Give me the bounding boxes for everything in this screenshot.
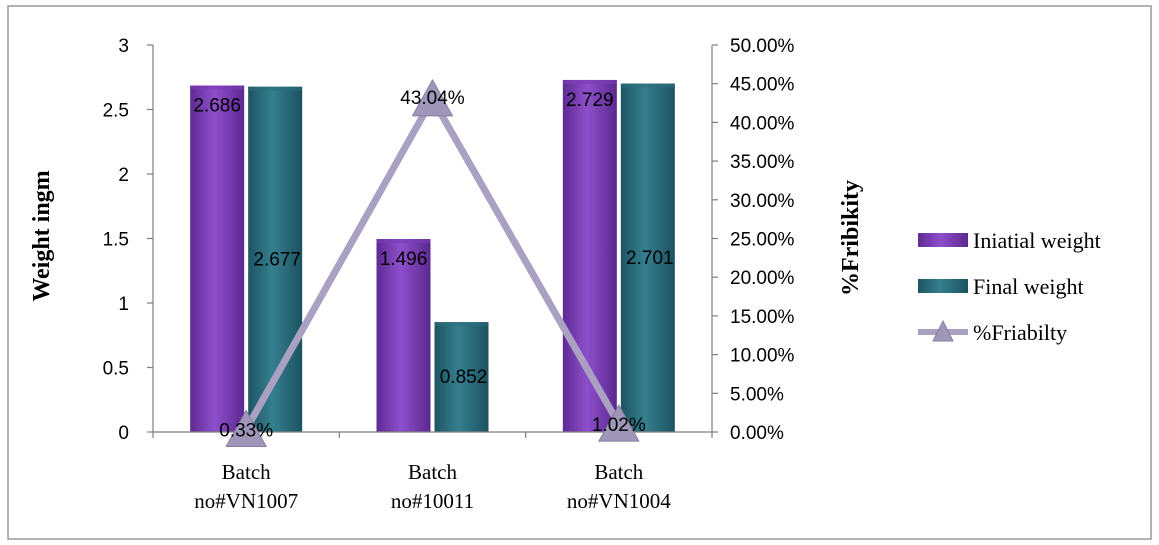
bar-value-label: 2.677 [253, 249, 301, 270]
bar [434, 322, 489, 432]
bar-value-label: 0.852 [440, 367, 488, 388]
line-marker [597, 404, 640, 442]
line-marker [225, 409, 268, 447]
legend-label: %Friabilty [973, 320, 1067, 345]
y2-tick-label: 10.00% [730, 346, 795, 367]
y2-tick-label: 45.00% [730, 75, 795, 96]
y-tick-label: 0 [118, 423, 129, 444]
x-tick-label: Batch no#VN1007 [194, 460, 298, 513]
y-tick-label: 1.5 [103, 230, 129, 251]
x-tick-label: Batch no#10011 [391, 460, 474, 513]
y-tick-label: 0.5 [103, 359, 129, 380]
legend-swatch [918, 279, 968, 293]
legend-swatch-marker [932, 319, 954, 342]
y2-tick-label: 25.00% [730, 230, 795, 251]
legend: Iniatial weight Final weight %Friabilty [918, 228, 1101, 345]
y2-axis-title: %Fribikity [838, 180, 864, 296]
y-tick-label: 2.5 [103, 101, 129, 122]
line-value-label: 1.02% [592, 415, 646, 436]
y2-tick-label: 20.00% [730, 268, 795, 289]
y2-tick-label: 50.00% [730, 36, 795, 57]
y2-tick-label: 35.00% [730, 152, 795, 173]
bar [190, 85, 245, 433]
bar [620, 83, 675, 433]
line-value-label: 0.33% [219, 420, 273, 441]
y2-tick-label: 15.00% [730, 307, 795, 328]
bar-value-label: 1.496 [380, 249, 428, 270]
legend-label: Iniatial weight [973, 228, 1101, 253]
y2-tick-label: 40.00% [730, 113, 795, 134]
bar-top [620, 83, 675, 88]
legend-label: Final weight [973, 274, 1084, 299]
bar-top [562, 79, 617, 84]
bar-value-label: 2.729 [566, 90, 614, 111]
bar-top [434, 322, 489, 327]
y-axis-title: Weight ingm [29, 170, 55, 301]
legend-swatch [918, 233, 968, 247]
bar-top [190, 85, 245, 90]
bar-top [376, 239, 431, 244]
line-value-label: 43.04% [400, 88, 465, 109]
line-marker [411, 78, 454, 117]
y-tick-label: 3 [118, 36, 129, 57]
y-tick-label: 2 [118, 165, 129, 186]
bar [376, 239, 431, 432]
y-tick-label: 1 [118, 294, 129, 315]
bar-top [248, 86, 303, 91]
y2-tick-label: 5.00% [730, 384, 784, 405]
y2-tick-label: 30.00% [730, 191, 795, 212]
y2-tick-label: 0.00% [730, 423, 784, 444]
bar-value-label: 2.701 [626, 248, 674, 269]
bar-value-label: 2.686 [193, 96, 241, 117]
x-tick-label: Batch no#VN1004 [567, 460, 671, 513]
